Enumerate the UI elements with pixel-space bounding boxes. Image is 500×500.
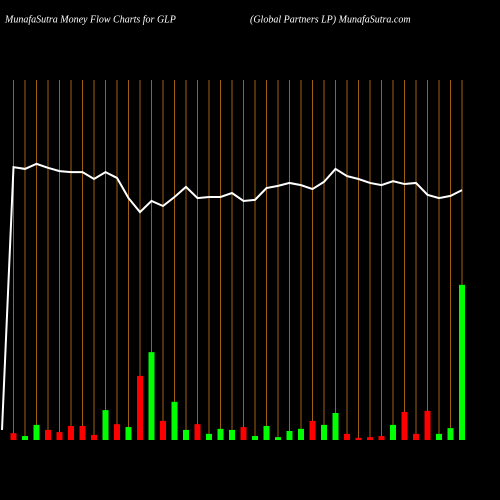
bar bbox=[344, 433, 350, 440]
bar bbox=[252, 436, 258, 440]
bar bbox=[309, 420, 316, 440]
bar bbox=[183, 429, 189, 440]
bar bbox=[413, 433, 419, 440]
bar bbox=[240, 427, 247, 440]
bar bbox=[298, 428, 304, 440]
bar bbox=[79, 425, 86, 440]
bar bbox=[114, 424, 120, 440]
bar bbox=[367, 437, 373, 440]
bar bbox=[390, 424, 396, 440]
bar bbox=[56, 432, 63, 440]
bar bbox=[102, 410, 109, 440]
bar bbox=[263, 425, 270, 440]
bar bbox=[459, 284, 465, 440]
chart-title: MunafaSutra Money Flow Charts for GLP bbox=[4, 14, 176, 25]
bar bbox=[91, 434, 97, 440]
bar bbox=[436, 433, 442, 440]
bar bbox=[424, 410, 431, 440]
bar bbox=[275, 437, 281, 440]
bar bbox=[171, 401, 178, 440]
bar bbox=[125, 427, 132, 440]
bar bbox=[137, 375, 143, 440]
line bbox=[1, 162, 463, 430]
bar bbox=[321, 424, 327, 440]
bar bbox=[332, 413, 339, 440]
bar bbox=[194, 424, 201, 440]
bar bbox=[160, 420, 166, 440]
bar bbox=[10, 433, 17, 440]
bar bbox=[33, 424, 40, 440]
bar bbox=[286, 431, 293, 440]
bar bbox=[401, 411, 408, 440]
bar bbox=[45, 429, 51, 440]
bar bbox=[355, 437, 362, 440]
chart-subtitle: (Global Partners LP) MunafaSutra.com bbox=[250, 14, 411, 25]
bar bbox=[447, 428, 454, 440]
bar bbox=[22, 436, 28, 440]
bar bbox=[217, 428, 224, 440]
bar bbox=[378, 436, 385, 440]
bar bbox=[229, 429, 235, 440]
bar bbox=[206, 433, 212, 440]
bar bbox=[148, 352, 155, 440]
bar bbox=[68, 425, 74, 440]
